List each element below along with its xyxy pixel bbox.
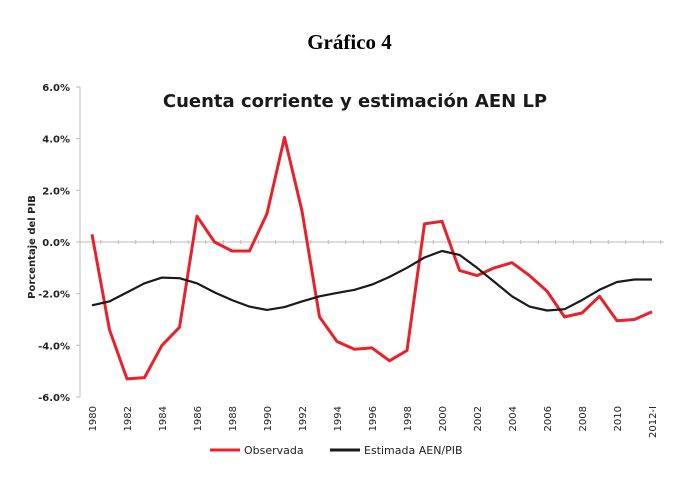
x-tick-label: 2002	[473, 406, 484, 431]
x-tick-label: 1984	[158, 406, 169, 431]
y-tick-label: -4.0%	[38, 341, 70, 352]
x-tick-label: 1994	[333, 406, 344, 431]
x-tick-label: 2006	[543, 406, 554, 431]
x-tick-label: 2010	[613, 406, 624, 431]
x-tick-label: 2000	[438, 406, 449, 431]
legend: Observada Estimada AEN/PIB	[210, 444, 463, 457]
x-tick-label: 2004	[508, 406, 519, 431]
x-tick-label: 2012-I	[648, 406, 659, 438]
y-tick-label: 0.0%	[42, 238, 70, 249]
y-tick-label: -2.0%	[38, 290, 70, 301]
legend-label: Observada	[244, 444, 304, 457]
chart-title: Cuenta corriente y estimación AEN LP	[163, 91, 547, 112]
y-tick-label: 2.0%	[42, 186, 70, 197]
series-line-estimada	[91, 249, 652, 312]
x-tick-label: 2008	[578, 406, 589, 431]
x-tick-label: 1986	[193, 406, 204, 431]
x-tick-label: 1998	[403, 406, 414, 431]
y-axis-label: Porcentaje del PIB	[27, 195, 38, 299]
series-line-observada	[90, 135, 653, 381]
x-tick-label: 1980	[88, 406, 99, 431]
y-tick-label: 4.0%	[42, 135, 70, 146]
x-tick-label: 1996	[368, 406, 379, 431]
x-tick-label: 1990	[263, 406, 274, 431]
y-tick-label: 6.0%	[42, 83, 70, 94]
y-tick-label: -6.0%	[38, 393, 70, 404]
x-tick-label: 1988	[228, 406, 239, 431]
figure-title: Gráfico 4	[307, 30, 392, 54]
legend-label: Estimada AEN/PIB	[364, 444, 463, 457]
x-tick-label: 1992	[298, 406, 309, 431]
x-tick-label: 1982	[123, 406, 134, 431]
